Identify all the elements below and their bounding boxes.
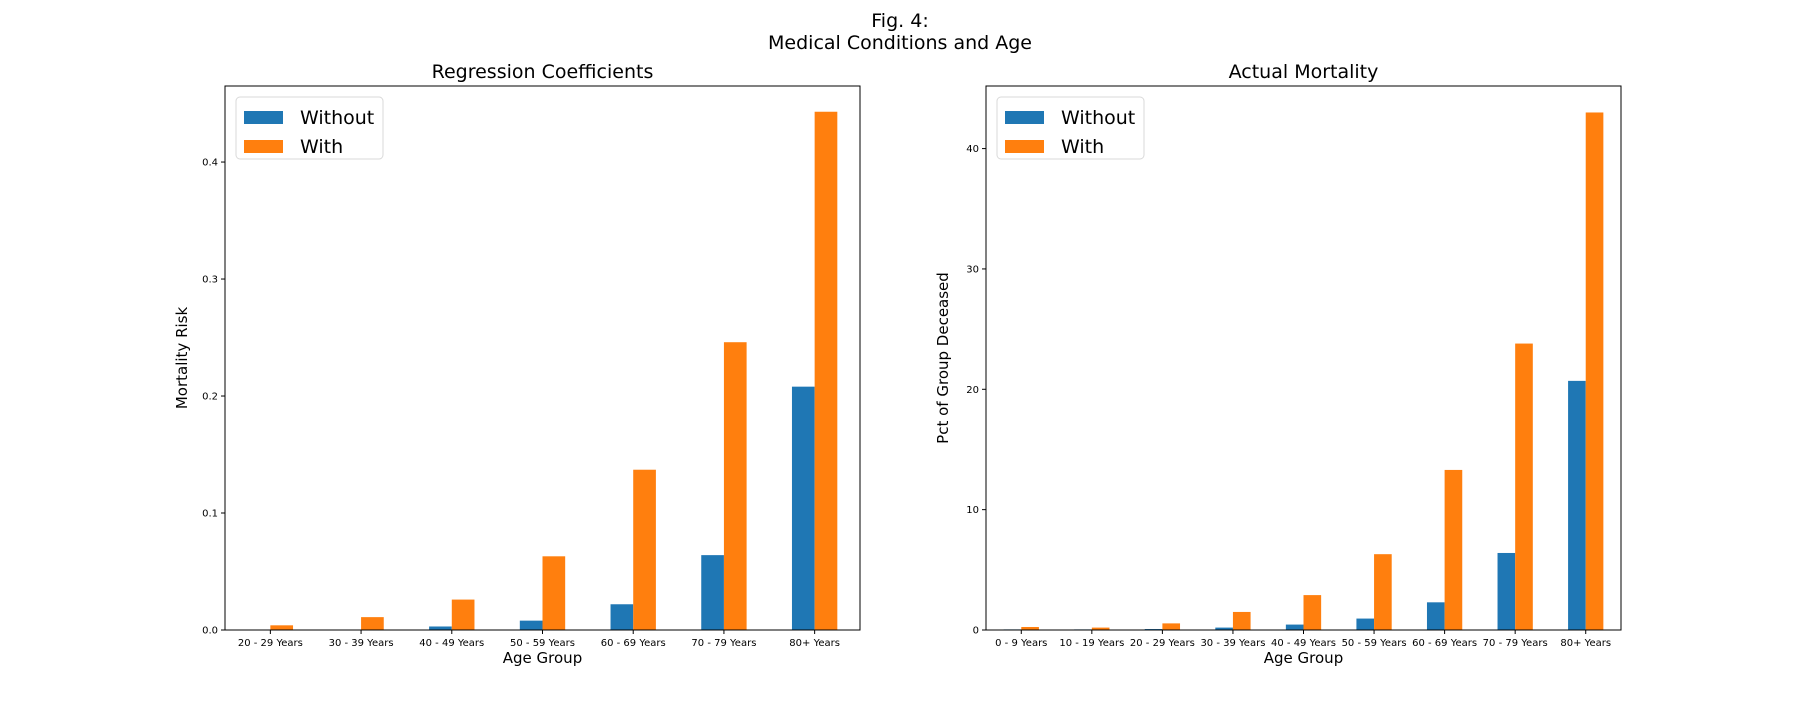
y-tick-label: 40: [966, 144, 979, 155]
x-tick-label: 80+ Years: [789, 638, 840, 649]
y-axis-label: Pct of Group Deceased: [934, 272, 952, 444]
plot-title: Actual Mortality: [1229, 61, 1379, 83]
bar-with-6: [814, 111, 838, 631]
x-tick-label: 50 - 59 Years: [510, 638, 575, 649]
legend-label-with: With: [300, 136, 343, 158]
bar-without-4: [1285, 624, 1304, 630]
legend-label-with: With: [1061, 136, 1104, 158]
bar-without-5: [1356, 618, 1375, 630]
bar-with-2: [1162, 623, 1181, 630]
bar-with-3: [542, 556, 566, 630]
y-tick-label: 10: [966, 505, 979, 516]
bar-without-7: [1497, 552, 1516, 630]
legend-label-without: Without: [1061, 107, 1135, 129]
x-tick-label: 20 - 29 Years: [1130, 638, 1195, 649]
bar-with-8: [1585, 112, 1604, 631]
x-axis-label: Age Group: [1264, 649, 1343, 667]
bar-with-4: [633, 469, 656, 630]
bar-without-6: [1426, 602, 1445, 630]
figure-title-line-1: Fig. 4:: [871, 10, 929, 32]
bar-with-7: [1515, 343, 1533, 630]
bar-with-5: [1374, 554, 1392, 630]
x-tick-label: 20 - 29 Years: [238, 638, 303, 649]
bar-with-1: [1091, 627, 1110, 630]
legend-label-without: Without: [300, 107, 374, 129]
legend: Without With: [996, 96, 1145, 160]
chart-actual-mortality: Actual Mortality 0 - 9 Years 10 - 19 Years…: [934, 61, 1622, 667]
bar-with-6: [1444, 469, 1463, 630]
legend-swatch-without: [244, 111, 283, 124]
bar-without-8: [1568, 380, 1586, 630]
legend-swatch-without: [1005, 111, 1044, 124]
bar-with-5: [723, 342, 747, 630]
bar-without-3: [1215, 627, 1233, 630]
x-tick-label: 70 - 79 Years: [1483, 638, 1548, 649]
y-tick-label: 0: [973, 626, 979, 637]
x-tick-label: 30 - 39 Years: [1200, 638, 1265, 649]
bar-with-4: [1303, 595, 1322, 630]
bar-without-4: [610, 604, 634, 630]
bar-with-2: [451, 599, 475, 630]
x-axis-label: Age Group: [503, 649, 582, 667]
axes-frame: [224, 85, 861, 631]
x-tick-label: 70 - 79 Years: [691, 638, 756, 649]
x-tick-label: 40 - 49 Years: [1271, 638, 1336, 649]
bar-without-3: [519, 620, 543, 630]
x-tick-label: 40 - 49 Years: [419, 638, 484, 649]
legend-swatch-with: [244, 140, 283, 153]
bar-without-2: [429, 626, 452, 630]
bar-with-0: [270, 625, 294, 630]
plot-title: Regression Coefficients: [432, 61, 654, 83]
y-axis-label: Mortality Risk: [173, 307, 191, 410]
x-tick-label: 30 - 39 Years: [329, 638, 394, 649]
y-tick-label: 0.0: [202, 626, 218, 637]
y-tick-label: 0.4: [202, 158, 218, 169]
x-tick-label: 60 - 69 Years: [1412, 638, 1477, 649]
y-tick-label: 0.1: [202, 509, 218, 520]
bar-with-1: [361, 617, 384, 630]
x-tick-label: 0 - 9 Years: [995, 638, 1047, 649]
x-tick-label: 60 - 69 Years: [601, 638, 666, 649]
legend: Without With: [235, 96, 384, 160]
y-tick-label: 20: [966, 385, 979, 396]
legend-swatch-with: [1005, 140, 1044, 153]
x-tick-label: 80+ Years: [1560, 638, 1611, 649]
chart-regression-coefficients: Regression Coefficients 20 - 29 Years 30 -…: [173, 61, 861, 667]
x-tick-label: 10 - 19 Years: [1059, 638, 1124, 649]
y-tick-label: 30: [966, 264, 979, 275]
bar-without-5: [701, 555, 724, 630]
bar-with-0: [1021, 626, 1039, 630]
y-tick-label: 0.3: [202, 275, 218, 286]
bar-with-3: [1232, 611, 1251, 630]
x-tick-label: 50 - 59 Years: [1342, 638, 1407, 649]
bar-without-6: [791, 386, 815, 630]
y-tick-label: 0.2: [202, 392, 218, 403]
figure-title-line-2: Medical Conditions and Age: [768, 32, 1032, 54]
figure-title: Fig. 4: Medical Conditions and Age: [0, 10, 1800, 54]
